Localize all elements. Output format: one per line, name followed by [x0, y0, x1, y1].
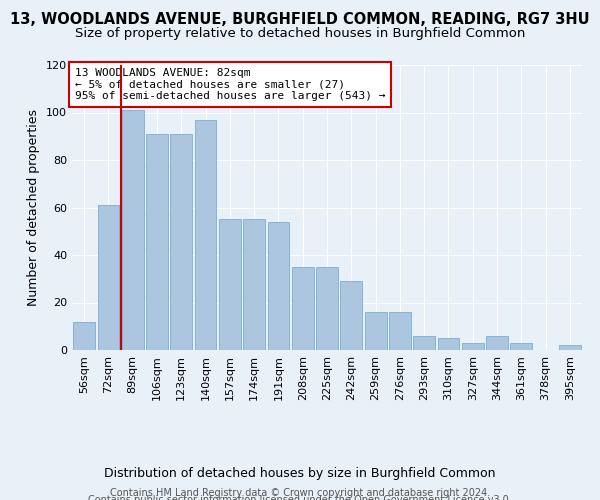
Bar [511, 343, 532, 350]
Bar [340, 281, 362, 350]
Bar [559, 346, 581, 350]
Bar [292, 267, 314, 350]
Bar [413, 336, 435, 350]
Text: 13 WOODLANDS AVENUE: 82sqm
← 5% of detached houses are smaller (27)
95% of semi-: 13 WOODLANDS AVENUE: 82sqm ← 5% of detac… [74, 68, 385, 101]
Bar [194, 120, 217, 350]
Bar [97, 205, 119, 350]
Text: Contains HM Land Registry data © Crown copyright and database right 2024.: Contains HM Land Registry data © Crown c… [110, 488, 490, 498]
Bar [268, 222, 289, 350]
Bar [316, 267, 338, 350]
Y-axis label: Number of detached properties: Number of detached properties [28, 109, 40, 306]
Bar [365, 312, 386, 350]
Bar [73, 322, 95, 350]
Text: Size of property relative to detached houses in Burghfield Common: Size of property relative to detached ho… [75, 28, 525, 40]
Bar [462, 343, 484, 350]
Bar [486, 336, 508, 350]
Bar [170, 134, 192, 350]
Bar [243, 220, 265, 350]
Bar [122, 110, 143, 350]
Bar [146, 134, 168, 350]
Text: Distribution of detached houses by size in Burghfield Common: Distribution of detached houses by size … [104, 468, 496, 480]
Bar [389, 312, 411, 350]
Text: 13, WOODLANDS AVENUE, BURGHFIELD COMMON, READING, RG7 3HU: 13, WOODLANDS AVENUE, BURGHFIELD COMMON,… [10, 12, 590, 28]
Bar [219, 220, 241, 350]
Text: Contains public sector information licensed under the Open Government Licence v3: Contains public sector information licen… [88, 495, 512, 500]
Bar [437, 338, 460, 350]
